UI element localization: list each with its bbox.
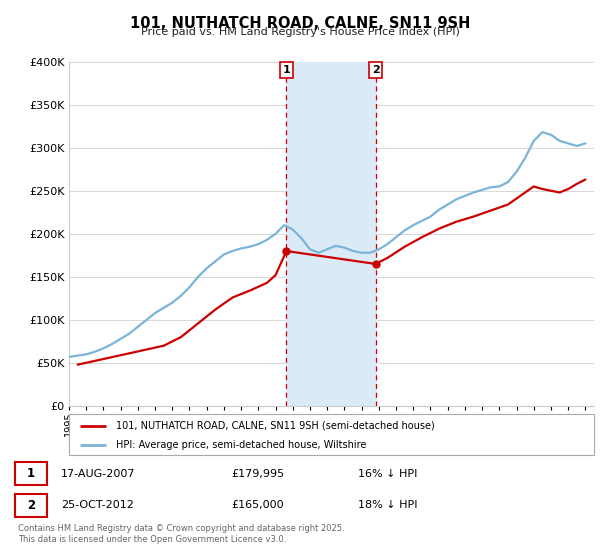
Text: 18% ↓ HPI: 18% ↓ HPI bbox=[358, 500, 417, 510]
Text: 1: 1 bbox=[283, 65, 290, 75]
Text: 25-OCT-2012: 25-OCT-2012 bbox=[61, 500, 134, 510]
Text: 101, NUTHATCH ROAD, CALNE, SN11 9SH: 101, NUTHATCH ROAD, CALNE, SN11 9SH bbox=[130, 16, 470, 31]
Text: 1: 1 bbox=[26, 467, 35, 480]
Text: £165,000: £165,000 bbox=[231, 500, 284, 510]
Bar bbox=[15, 494, 47, 517]
Text: 101, NUTHATCH ROAD, CALNE, SN11 9SH (semi-detached house): 101, NUTHATCH ROAD, CALNE, SN11 9SH (sem… bbox=[116, 421, 435, 431]
Text: HPI: Average price, semi-detached house, Wiltshire: HPI: Average price, semi-detached house,… bbox=[116, 440, 367, 450]
Text: Price paid vs. HM Land Registry's House Price Index (HPI): Price paid vs. HM Land Registry's House … bbox=[140, 27, 460, 37]
Text: Contains HM Land Registry data © Crown copyright and database right 2025.
This d: Contains HM Land Registry data © Crown c… bbox=[18, 524, 344, 544]
Bar bbox=[286, 62, 376, 406]
Text: £179,995: £179,995 bbox=[231, 469, 284, 479]
Text: 2: 2 bbox=[371, 65, 379, 75]
Text: 17-AUG-2007: 17-AUG-2007 bbox=[61, 469, 136, 479]
Bar bbox=[15, 462, 47, 485]
Text: 16% ↓ HPI: 16% ↓ HPI bbox=[358, 469, 417, 479]
Text: 2: 2 bbox=[26, 498, 35, 512]
